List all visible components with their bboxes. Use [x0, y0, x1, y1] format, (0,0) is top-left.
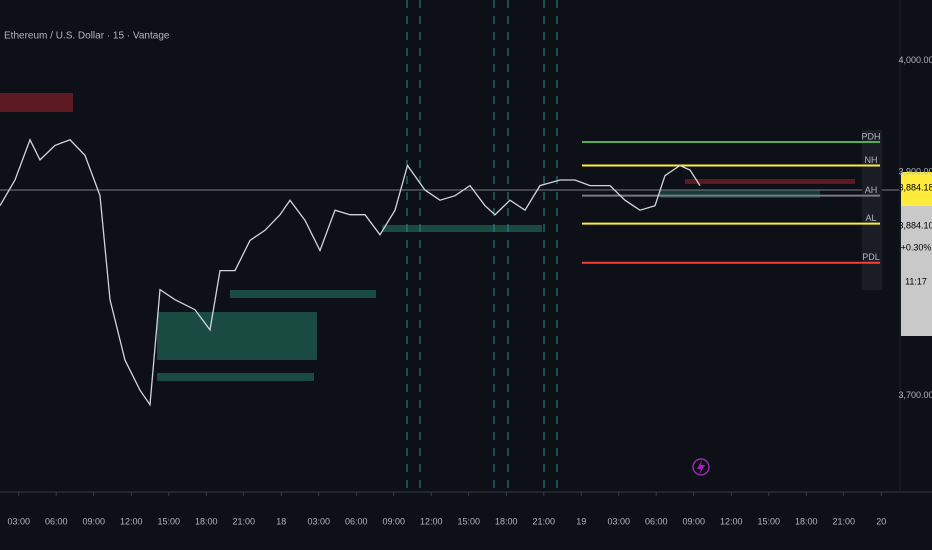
x-tick-label: 03:00	[607, 516, 630, 526]
x-tick-label: 15:00	[457, 516, 480, 526]
demand-zone	[157, 373, 314, 381]
alert-icon	[692, 458, 710, 476]
chart-title: Ethereum / U.S. Dollar · 15 · Vantage	[4, 31, 170, 42]
current-price: 3,884.18	[898, 182, 932, 192]
x-tick-label: 09:00	[82, 516, 105, 526]
y-tick-label: 3,900.00	[898, 167, 932, 177]
x-tick-label: 18	[276, 516, 286, 526]
bid-price: 3,884.10	[898, 220, 932, 230]
x-tick-label: 21:00	[532, 516, 555, 526]
level-label: AL	[865, 213, 876, 223]
x-tick-label: 12:00	[120, 516, 143, 526]
price-line	[0, 138, 701, 407]
demand-zone	[230, 290, 376, 298]
y-tick-label: 4,000.00	[898, 55, 932, 65]
price-change: +0.30%	[901, 242, 932, 252]
x-tick-label: 06:00	[45, 516, 68, 526]
y-tick-label: 3,700.00	[898, 390, 932, 400]
level-label: AH	[865, 185, 878, 195]
x-tick-label: 18:00	[195, 516, 218, 526]
x-tick-label: 15:00	[157, 516, 180, 526]
x-tick-label: 15:00	[757, 516, 780, 526]
x-tick-label: 12:00	[720, 516, 743, 526]
x-tick-label: 06:00	[345, 516, 368, 526]
x-tick-label: 09:00	[382, 516, 405, 526]
supply-zone	[685, 179, 855, 184]
x-tick-label: 03:00	[307, 516, 330, 526]
x-tick-label: 03:00	[7, 516, 30, 526]
x-tick-label: 19	[576, 516, 586, 526]
level-label: PDL	[862, 252, 880, 262]
price-info-box	[901, 206, 932, 336]
x-tick-label: 18:00	[795, 516, 818, 526]
level-label: NH	[865, 155, 878, 165]
supply-zone	[0, 93, 73, 112]
demand-zone	[660, 190, 820, 198]
x-tick-label: 06:00	[645, 516, 668, 526]
bar-countdown: 11:17	[905, 276, 927, 286]
x-tick-label: 21:00	[232, 516, 255, 526]
x-tick-label: 12:00	[420, 516, 443, 526]
demand-zone	[157, 312, 317, 360]
zones	[0, 93, 855, 381]
demand-zone	[382, 225, 542, 232]
level-label: PDH	[861, 131, 880, 141]
price-box	[901, 172, 932, 206]
level-label-panel	[862, 130, 882, 290]
session-lines	[406, 0, 558, 492]
x-tick-label: 21:00	[832, 516, 855, 526]
x-tick-label: 18:00	[495, 516, 518, 526]
x-tick-label: 09:00	[682, 516, 705, 526]
x-tick-label: 20	[876, 516, 886, 526]
